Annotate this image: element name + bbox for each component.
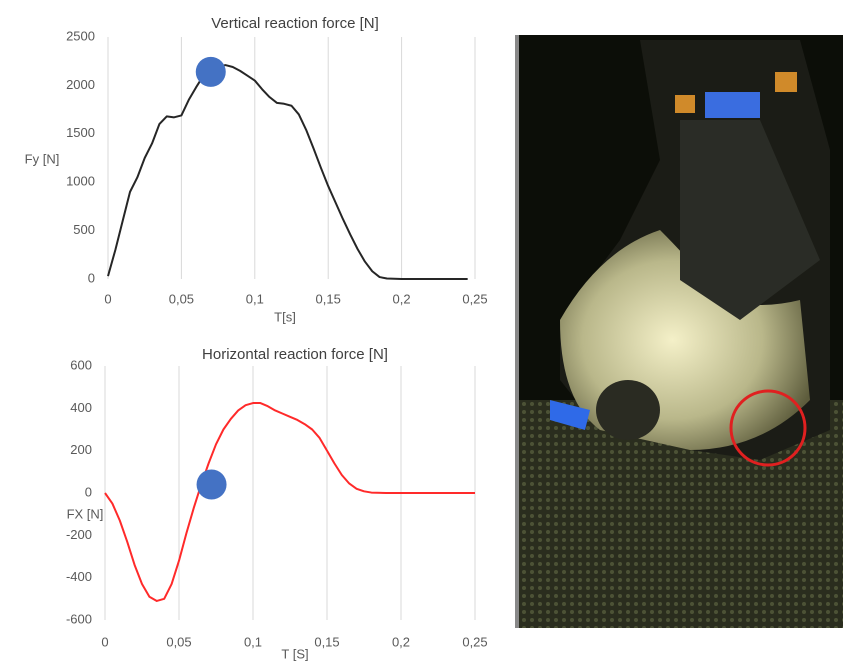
- y-tick-label: 600: [70, 357, 92, 372]
- chart-title: Horizontal reaction force [N]: [202, 346, 388, 363]
- x-tick-label: 0,15: [314, 634, 339, 649]
- photo: [515, 35, 843, 628]
- y-tick-label: 200: [70, 442, 92, 457]
- y-tick-label: -200: [66, 527, 92, 542]
- x-tick-label: 0,05: [166, 634, 191, 649]
- y-tick-label: 500: [73, 222, 95, 237]
- data-line: [105, 403, 475, 601]
- x-tick-label: 0,2: [392, 634, 410, 649]
- x-tick-label: 0,2: [393, 291, 411, 306]
- chart-title: Vertical reaction force [N]: [211, 15, 379, 32]
- page: {"chart_data": [ {"type": "line", "title…: [0, 0, 843, 662]
- data-line: [108, 65, 468, 279]
- figure: Vertical reaction force [N] T[s] Fy [N] 0 0,…: [0, 0, 843, 662]
- x-tick-label: 0,1: [244, 634, 262, 649]
- x-tick-label: 0: [101, 634, 108, 649]
- y-tick-label: 0: [85, 484, 92, 499]
- y-axis-label: FX [N]: [67, 506, 104, 521]
- y-tick-label: 1500: [66, 125, 95, 140]
- y-tick-label: 2500: [66, 28, 95, 43]
- x-tick-label: 0,1: [246, 291, 264, 306]
- marker-point: [197, 470, 227, 500]
- y-axis-label: Fy [N]: [25, 151, 60, 166]
- x-tick-label: 0,25: [462, 634, 487, 649]
- y-tick-label: 0: [88, 270, 95, 285]
- y-tick-label: 2000: [66, 77, 95, 92]
- marker-point: [196, 57, 226, 87]
- x-tick-label: 0,05: [169, 291, 194, 306]
- x-tick-label: 0,15: [316, 291, 341, 306]
- y-tick-label: 400: [70, 400, 92, 415]
- y-tick-label: -600: [66, 611, 92, 626]
- x-axis-label: T [S]: [281, 646, 308, 661]
- y-tick-label: -400: [66, 569, 92, 584]
- x-tick-label: 0: [104, 291, 111, 306]
- x-tick-label: 0,25: [462, 291, 487, 306]
- y-tick-label: 1000: [66, 174, 95, 189]
- x-axis-label: T[s]: [274, 309, 296, 324]
